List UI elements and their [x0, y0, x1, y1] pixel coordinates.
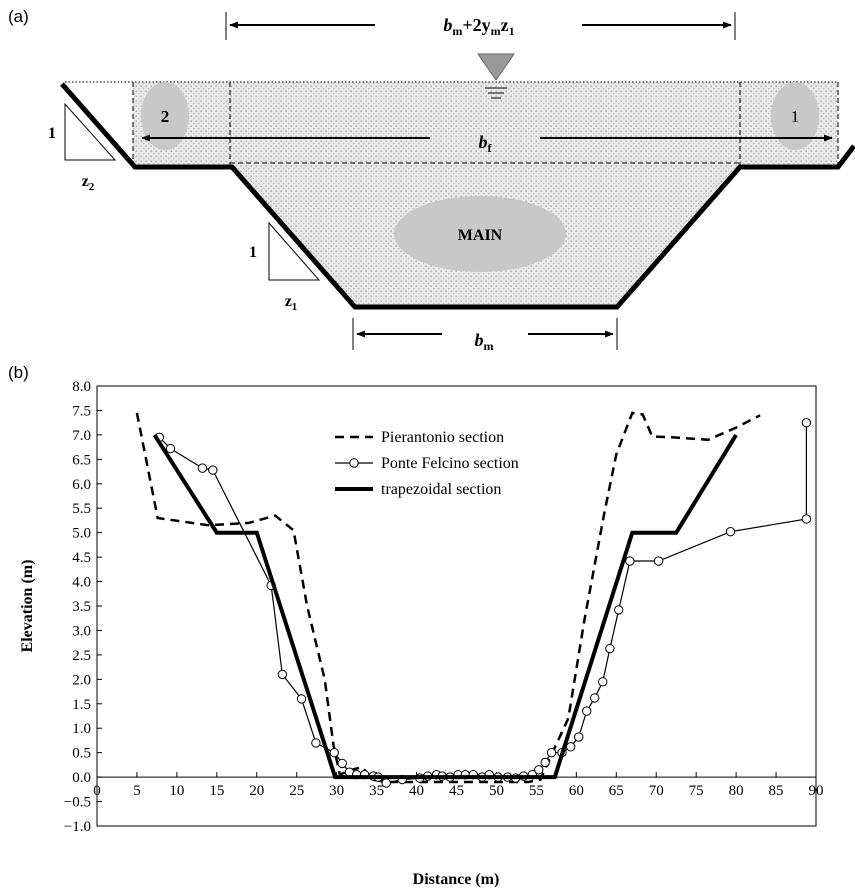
x-tick-label: 15 [209, 783, 224, 799]
y-tick-label: 1.0 [72, 721, 91, 737]
y-tick-label: 4.0 [72, 575, 91, 591]
data-point-ponte-felcino-section [801, 417, 812, 428]
y-tick-label: 8.0 [72, 379, 91, 395]
x-axis-title: Distance (m) [413, 871, 500, 888]
x-tick-label: 55 [529, 783, 544, 799]
x-tick-label: 35 [369, 783, 384, 799]
x-tick-label: 65 [609, 783, 624, 799]
x-tick-label: 45 [449, 783, 464, 799]
series-line-pierantonio-section [135, 411, 761, 784]
data-point-ponte-felcino-section [381, 778, 391, 788]
x-tick-label: 80 [729, 783, 744, 799]
data-point-ponte-felcino-section [566, 742, 576, 752]
data-point-ponte-felcino-section [546, 747, 557, 758]
data-point-ponte-felcino-section [801, 514, 812, 524]
y-tick-label: 6.0 [72, 477, 91, 493]
y-tick-label: 7.0 [72, 428, 91, 444]
left-floodplain-zone [141, 82, 189, 150]
x-tick-label: 50 [489, 783, 504, 799]
data-point-ponte-felcino-section [311, 738, 321, 748]
right-floodplain-zone [771, 82, 819, 150]
x-tick-label: 10 [169, 783, 184, 799]
y-tick-label: −0.5 [64, 795, 91, 811]
main-zone-label: MAIN [458, 227, 503, 244]
chart-panel-label: (b) [8, 363, 29, 382]
x-tick-label: 90 [809, 783, 824, 799]
right-floodplain-label: 1 [791, 107, 800, 126]
diagram-panel-label: (a) [8, 7, 29, 26]
data-point-ponte-felcino-section [197, 463, 208, 473]
y-tick-label: 4.5 [72, 550, 91, 566]
x-tick-label: 30 [329, 783, 344, 799]
x-tick-label: 60 [569, 783, 584, 799]
data-point-ponte-felcino-section [337, 758, 347, 769]
legend-label-trapezoidal-section: trapezoidal section [381, 481, 501, 498]
top-width-label: bm+2ymz1 [443, 15, 514, 38]
x-tick-label: 75 [689, 783, 704, 799]
water-area [133, 82, 838, 307]
legend: Pierantonio section Ponte Felcino section… [335, 429, 519, 498]
data-point-ponte-felcino-section [605, 643, 615, 654]
data-point-ponte-felcino-section [165, 443, 176, 454]
svg-text:1: 1 [48, 125, 56, 142]
data-point-ponte-felcino-section [574, 732, 584, 742]
y-tick-label: 5.0 [72, 526, 91, 542]
x-tick-label: 40 [409, 783, 424, 799]
floodplain-width-dimension: bf [141, 132, 833, 155]
data-point-ponte-felcino-section [625, 556, 635, 566]
y-tick-label: 7.5 [72, 403, 91, 419]
data-point-ponte-felcino-section [329, 747, 339, 758]
y-tick-label: 0.5 [72, 746, 91, 762]
data-point-ponte-felcino-section [597, 677, 608, 687]
x-tick-label: 25 [289, 783, 304, 799]
x-tick-label: 0 [93, 783, 101, 799]
y-tick-label: 5.5 [72, 501, 91, 517]
slope-triangle-main: 1 z1 [249, 221, 321, 313]
legend-marker [349, 458, 359, 468]
data-point-ponte-felcino-section [725, 526, 736, 537]
left-floodplain-label: 2 [161, 107, 170, 126]
data-point-ponte-felcino-section [296, 694, 307, 704]
y-tick-label: 2.5 [72, 648, 91, 664]
data-point-ponte-felcino-section [534, 765, 544, 775]
subsection-boundaries [132, 82, 839, 165]
y-tick-label: 3.5 [72, 599, 91, 615]
main-width-label: bm [475, 330, 494, 353]
main-zone [394, 196, 566, 272]
svg-text:1: 1 [249, 244, 257, 261]
data-point-ponte-felcino-section [208, 465, 218, 475]
water-level-icon [477, 53, 515, 99]
data-point-ponte-felcino-section [653, 556, 664, 566]
y-axis-title: Elevation (m) [19, 560, 36, 653]
diagram-panel: (a) MAIN 2 1 [8, 7, 855, 353]
x-tick-label: 20 [249, 783, 264, 799]
main-width-dimension: bm [352, 318, 618, 353]
y-tick-label: 6.5 [72, 452, 91, 468]
series-line-trapezoidal-section [152, 433, 738, 780]
data-point-ponte-felcino-section [540, 757, 550, 768]
data-point-ponte-felcino-section [277, 669, 288, 680]
y-tick-label: 3.0 [72, 623, 91, 639]
slope-triangle-left: 1 z2 [48, 102, 117, 193]
y-tick-label: 2.0 [72, 672, 91, 688]
chart-panel: (b) 0 5 10 15 20 25 30 35 40 45 50 55 60 65 70 75 80 85 90… [8, 363, 824, 888]
channel-bed [60, 82, 855, 310]
data-point-ponte-felcino-section [613, 605, 624, 615]
data-point-ponte-felcino-section [582, 706, 592, 716]
legend-label-ponte-felcino-section: Ponte Felcino section [381, 455, 519, 472]
data-point-ponte-felcino-section [590, 693, 600, 703]
x-tick-label: 70 [649, 783, 664, 799]
floodplain-width-label: bf [479, 132, 493, 155]
x-tick-label: 5 [133, 783, 141, 799]
svg-text:z2: z2 [82, 173, 95, 193]
y-tick-label: −1.0 [64, 819, 91, 835]
plot-area [96, 385, 817, 827]
x-tick-label: 85 [769, 783, 784, 799]
y-tick-label: 1.5 [72, 697, 91, 713]
legend-label-pierantonio-section: Pierantonio section [381, 429, 504, 446]
y-tick-label: 0.0 [72, 770, 91, 786]
svg-text:z1: z1 [285, 293, 298, 313]
top-width-dimension: bm+2ymz1 [225, 12, 736, 40]
